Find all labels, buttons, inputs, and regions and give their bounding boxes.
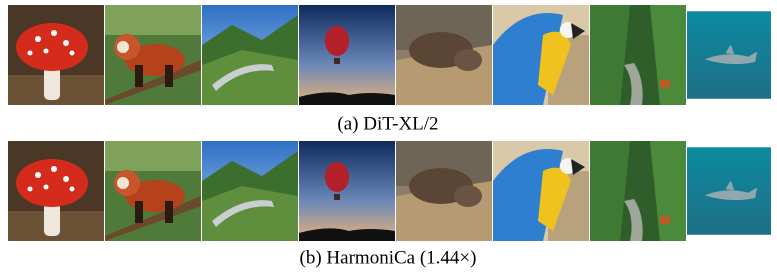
image [687,11,771,99]
caption: (a) DiT-XL/2 [337,113,438,134]
image [8,5,104,105]
page: (a) DiT-XL/2 (b) HarmoniCa (1.44×) (() =… [0,0,777,273]
caption: (b) HarmoniCa (1.44×) [300,247,477,268]
image [590,141,686,241]
image [202,5,298,105]
image [299,141,395,241]
image [493,141,589,241]
image [396,141,492,241]
image [396,5,492,105]
image [105,5,201,105]
figure: (a) DiT-XL/2 (b) HarmoniCa (1.44×) [0,0,777,273]
image [493,5,589,105]
image [299,5,395,105]
image [8,141,104,241]
image [202,141,298,241]
image [687,147,771,235]
image [105,141,201,241]
image [590,5,686,105]
image-row-a [8,5,771,105]
image-row-b [8,141,771,241]
